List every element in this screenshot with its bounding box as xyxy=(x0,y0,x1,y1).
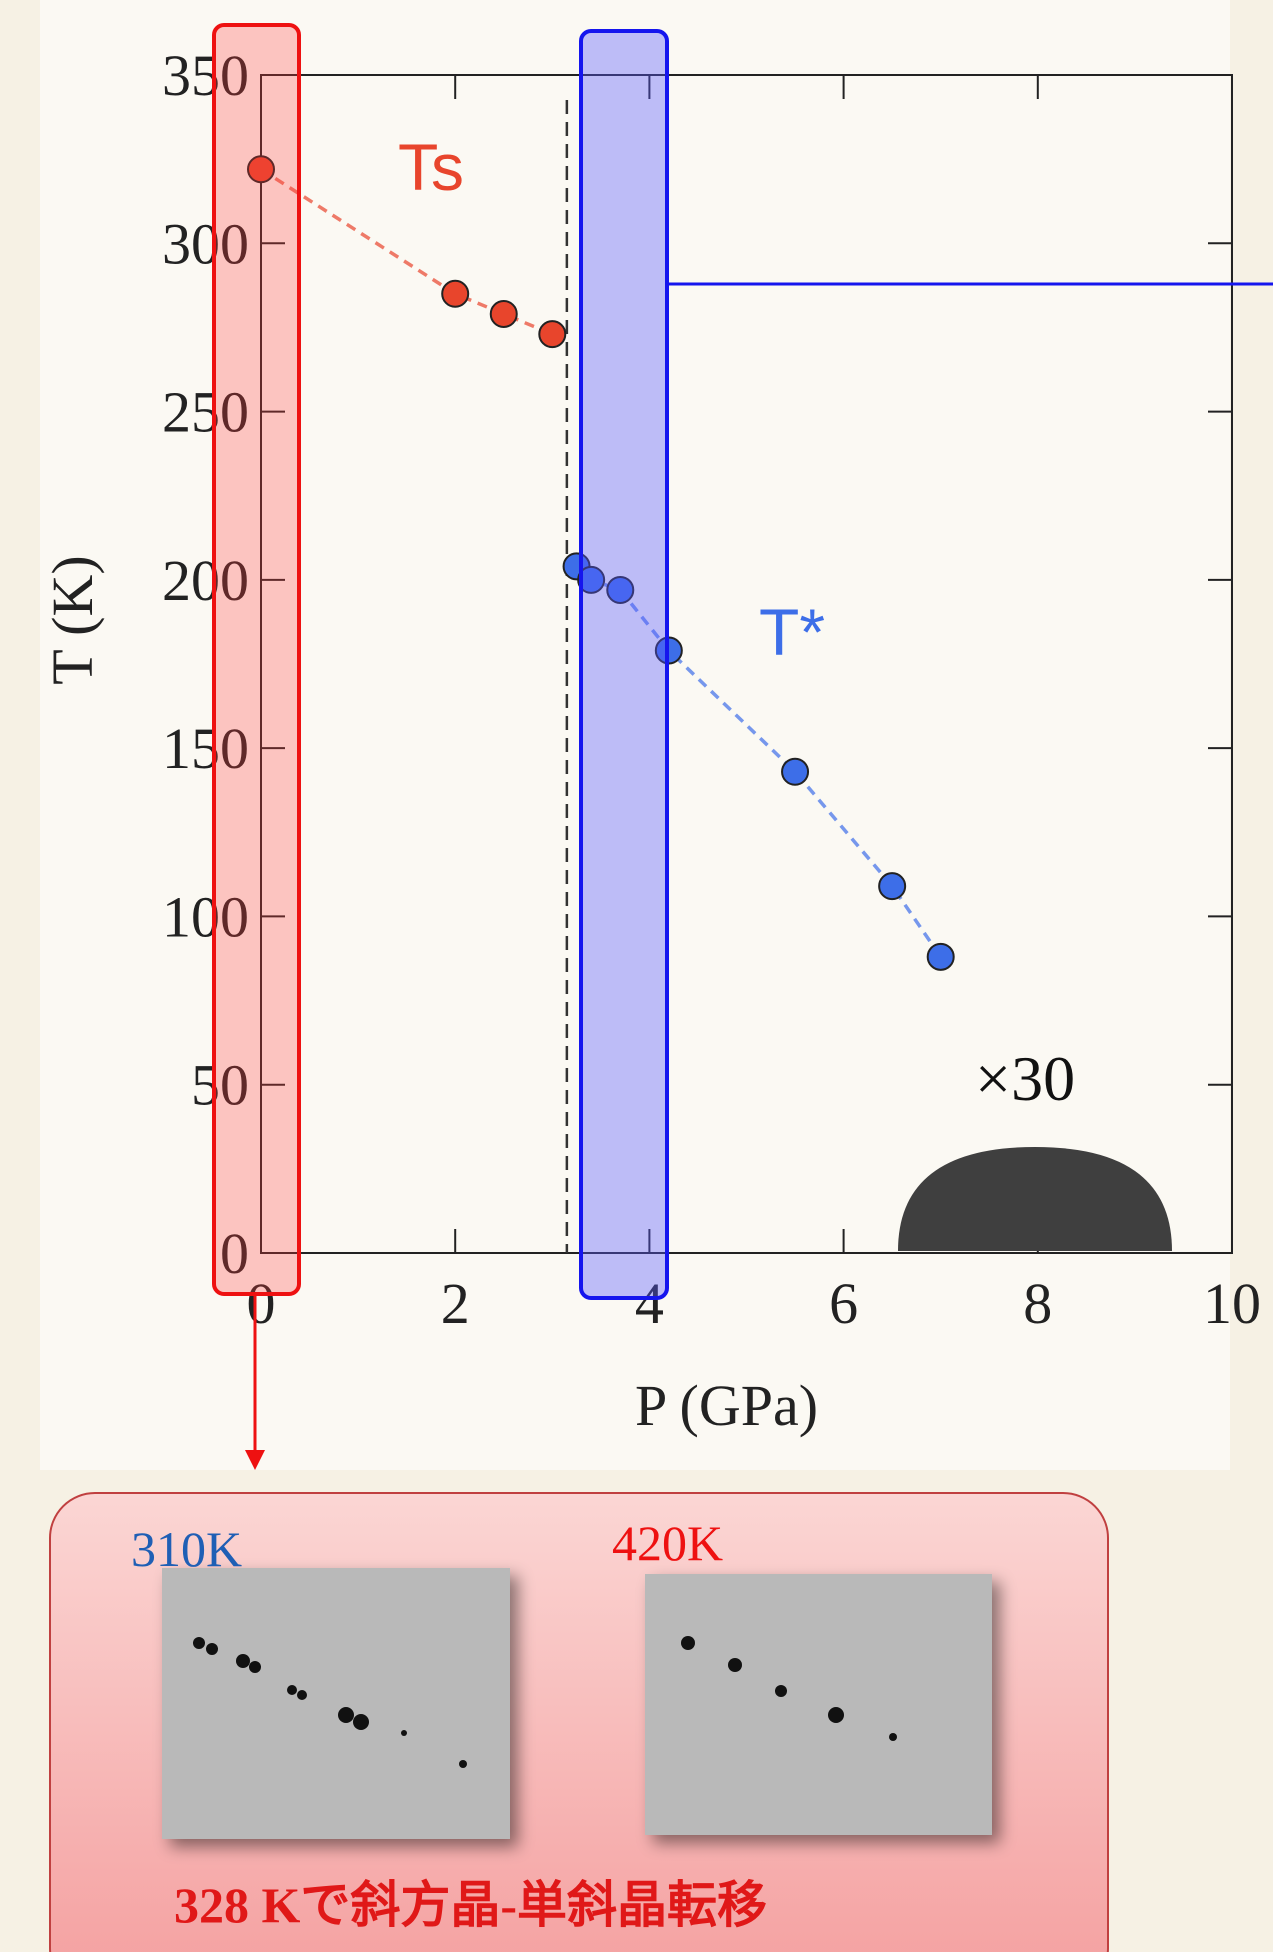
spot xyxy=(287,1685,297,1695)
spot xyxy=(353,1714,369,1730)
data-point xyxy=(928,944,954,970)
annotation: ×30 xyxy=(975,1043,1075,1114)
highlight-box xyxy=(581,31,667,1298)
page: {"chart_data": {"type": "scatter", "xlab… xyxy=(0,0,1273,1952)
spot xyxy=(297,1690,307,1700)
image-label: 420K xyxy=(612,1515,723,1571)
spot xyxy=(681,1636,695,1650)
data-point xyxy=(491,301,517,327)
diffraction-image xyxy=(645,1574,992,1835)
slide: 0501001502002503003500246810P (GPa)T (K)… xyxy=(0,0,1273,1952)
spot xyxy=(236,1654,250,1668)
data-point xyxy=(442,281,468,307)
spot xyxy=(728,1658,742,1672)
caption: 328 Kで斜方晶-単斜晶転移 xyxy=(174,1877,767,1933)
spot xyxy=(249,1661,261,1673)
series-label: T* xyxy=(759,595,825,669)
spot xyxy=(828,1707,844,1723)
spot xyxy=(193,1637,205,1649)
spot xyxy=(775,1685,787,1697)
spot xyxy=(206,1643,218,1655)
data-point xyxy=(879,873,905,899)
series-label: Ts xyxy=(398,130,464,204)
diffraction-image xyxy=(162,1568,510,1839)
spot xyxy=(889,1733,897,1741)
x-tick-label: 8 xyxy=(1023,1271,1052,1336)
spot xyxy=(459,1760,467,1768)
spot xyxy=(338,1707,354,1723)
x-tick-label: 6 xyxy=(829,1271,858,1336)
highlight-box xyxy=(214,25,299,1294)
x-axis-label: P (GPa) xyxy=(635,1373,818,1438)
x-tick-label: 10 xyxy=(1203,1271,1261,1336)
image-label: 310K xyxy=(131,1521,242,1577)
data-point xyxy=(539,321,565,347)
y-axis-label: T (K) xyxy=(40,555,105,684)
data-point xyxy=(782,759,808,785)
x-tick-label: 2 xyxy=(441,1271,470,1336)
spot xyxy=(401,1730,407,1736)
